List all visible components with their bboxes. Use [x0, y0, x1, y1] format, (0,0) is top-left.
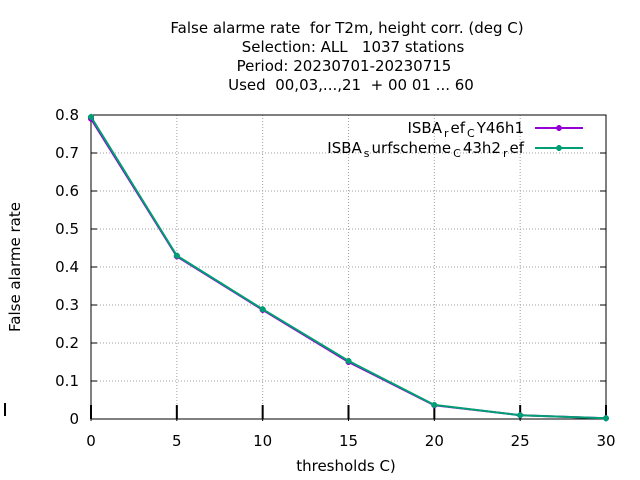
x-tick-label: 10	[253, 432, 272, 450]
y-tick-label: 0	[69, 410, 79, 428]
title-line-3: Period: 20230701-20230715	[237, 57, 452, 75]
y-axis-label: False alarme rate	[6, 202, 24, 332]
title-line-1: False alarme rate for T2m, height corr. …	[170, 19, 523, 37]
legend-marker	[556, 145, 562, 151]
title-line-4: Used 00,03,...,21 + 00 01 ... 60	[228, 76, 474, 94]
legend-entry-label: ISBA s urfscheme C 43h2 r ef	[327, 139, 524, 160]
data-point	[259, 306, 266, 313]
x-tick-label: 5	[172, 432, 182, 450]
y-tick-label: 0.4	[55, 258, 79, 276]
chart-title: False alarme rate for T2m, height corr. …	[170, 19, 523, 94]
legend-marker	[556, 125, 562, 131]
y-tick-label: 0.6	[55, 182, 79, 200]
x-tick-label: 30	[596, 432, 615, 450]
x-tick-label: 25	[511, 432, 530, 450]
x-tick-label: 0	[86, 432, 96, 450]
data-point	[431, 401, 438, 408]
data-point	[345, 357, 352, 364]
series	[88, 113, 609, 422]
title-line-2: Selection: ALL 1037 stations	[242, 38, 465, 56]
data-point	[517, 412, 524, 419]
legend-entry-label: ISBA r ef C Y46h1	[407, 119, 524, 140]
y-tick-label: 0.1	[55, 372, 79, 390]
y-tick-label: 0.7	[55, 144, 79, 162]
y-tick-label: 0.5	[55, 220, 79, 238]
axis-ticks: 0 0.1 0.2 0.3 0.4 0.5 0.6 0.7 0.8 0 5 10 15 20 25 30	[55, 106, 615, 450]
data-point	[88, 113, 94, 120]
x-tick-label: 20	[425, 432, 444, 450]
data-point	[603, 415, 609, 422]
x-axis-label: thresholds C)	[296, 457, 396, 475]
y-tick-label: 0.3	[55, 296, 79, 314]
y-tick-label: 0.2	[55, 334, 79, 352]
x-tick-label: 15	[339, 432, 358, 450]
y-tick-label: 0.8	[55, 106, 79, 124]
data-point	[173, 252, 180, 259]
grid	[91, 115, 606, 419]
